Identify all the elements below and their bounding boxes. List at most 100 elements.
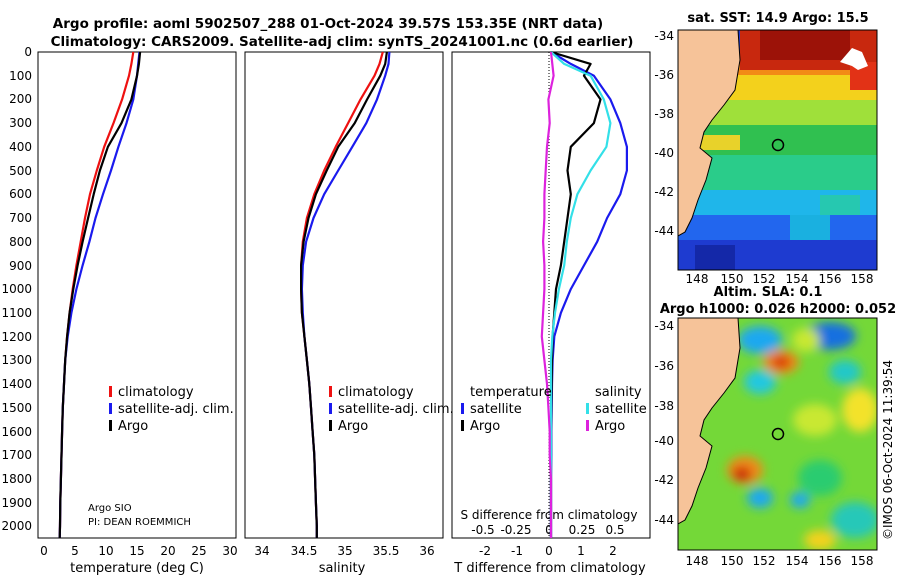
sla-lon-tick: 152 (753, 554, 776, 568)
sst-lon-tick: 154 (786, 272, 809, 286)
sst-lat-tick: -42 (654, 185, 674, 199)
legend-swatch-sat-s (586, 403, 589, 414)
temperature-panel-frame (37, 51, 237, 539)
depth-tick: 1100 (1, 306, 32, 320)
sst-lat-tick: -44 (654, 224, 674, 238)
depth-tick: 200 (9, 92, 32, 106)
depth-tick: 0 (24, 45, 32, 59)
depth-tick: 500 (9, 164, 32, 178)
sst-lon-tick: 150 (721, 272, 744, 286)
sst-lat-tick: -38 (654, 107, 674, 121)
title-line-2: Climatology: CARS2009. Satellite-adj cli… (51, 34, 634, 50)
diff-s-tick: 0.25 (569, 523, 596, 537)
legend-satellite-t: satellite (470, 402, 522, 417)
sla-lat-tick: -36 (654, 359, 674, 373)
temp-legend: climatology satellite-adj. clim. Argo (109, 385, 234, 434)
legend-swatch-satellite (109, 403, 112, 414)
legend-climatology: climatology (118, 385, 194, 400)
sla-map-title-2: Argo h1000: 0.026 h2000: 0.052 (660, 302, 896, 317)
imos-watermark: ©IMOS 06-Oct-2024 11:39:54 (881, 360, 895, 540)
legend-satellite: satellite-adj. clim. (338, 402, 454, 417)
sst-lon-tick: 156 (819, 272, 842, 286)
temp-x-tick: 25 (191, 544, 206, 558)
legend-argo-s: Argo (595, 419, 625, 434)
sst-lat-tick: -36 (654, 68, 674, 82)
sla-lat-tick: -44 (654, 513, 674, 527)
sst-map-frame (677, 29, 878, 271)
title-line-1: Argo profile: aoml 5902507_288 01-Oct-20… (53, 16, 603, 32)
diff-x-tick: -1 (511, 544, 523, 558)
diff-sat-s-line (549, 51, 612, 538)
argo-position-marker (771, 138, 785, 152)
diff-s-tick: -0.5 (471, 523, 494, 537)
depth-tick: 1600 (1, 425, 32, 439)
temp-clim-line (58, 51, 135, 539)
temp-argo-line (58, 51, 142, 539)
legend-swatch-satellite (329, 403, 332, 414)
temp-x-tick: 20 (160, 544, 175, 558)
depth-tick: 700 (9, 211, 32, 225)
sal-x-label: salinity (319, 561, 366, 576)
diff-argo-s-line (540, 51, 555, 538)
depth-tick: 1200 (1, 330, 32, 344)
diff-x-tick: 2 (609, 544, 617, 558)
sla-lat-tick: -40 (654, 434, 674, 448)
sla-lat-tick: -34 (654, 319, 674, 333)
sla-lon-tick: 156 (819, 554, 842, 568)
legend-swatch-climatology (109, 386, 112, 397)
diff-x-tick: 1 (577, 544, 585, 558)
temp-x-tick: 10 (98, 544, 113, 558)
sal-x-tick: 36 (419, 544, 434, 558)
depth-tick: 100 (9, 69, 32, 83)
profile-curves (58, 50, 629, 539)
sst-map-title: sat. SST: 14.9 Argo: 15.5 (687, 11, 868, 26)
legend-swatch-argo (329, 420, 332, 431)
sla-lon-tick: 154 (786, 554, 809, 568)
sla-lon-tick: 158 (851, 554, 874, 568)
legend-swatch-sat-t (461, 403, 464, 414)
salinity-panel-frame (244, 51, 444, 539)
depth-tick: 900 (9, 259, 32, 273)
temp-x-tick: 15 (129, 544, 144, 558)
diff-s-tick: 0 (545, 523, 553, 537)
temp-x-tick: 5 (71, 544, 79, 558)
diff-legend: temperature salinity satellite Argo sate… (461, 385, 647, 434)
sal-legend: climatology satellite-adj. clim. Argo (329, 385, 454, 434)
legend-swatch-argo (109, 420, 112, 431)
legend-swatch-climatology (329, 386, 332, 397)
legend-swatch-argo-t (461, 420, 464, 431)
diff-x-label: T difference from climatology (453, 561, 646, 576)
diff-x-tick: -2 (479, 544, 491, 558)
temp-x-tick: 30 (222, 544, 237, 558)
sla-lat-tick: -38 (654, 399, 674, 413)
credit-line-2: PI: DEAN ROEMMICH (88, 517, 191, 528)
depth-axis: 0 100 200 300 400 500 600 700 800 900 10… (1, 45, 32, 533)
legend-argo: Argo (338, 419, 368, 434)
depth-tick: 800 (9, 235, 32, 249)
temp-x-label: temperature (deg C) (70, 561, 204, 576)
sal-x-tick: 34.5 (291, 544, 318, 558)
sal-x-tick: 35.5 (373, 544, 400, 558)
legend-swatch-argo-s (586, 420, 589, 431)
sla-map-frame (677, 317, 878, 551)
sla-map (678, 318, 877, 550)
depth-tick: 300 (9, 116, 32, 130)
sla-lat-tick: -42 (654, 473, 674, 487)
legend-climatology: climatology (338, 385, 414, 400)
sst-lon-tick: 152 (753, 272, 776, 286)
depth-tick: 1500 (1, 401, 32, 415)
legend-temp-header: temperature (470, 385, 552, 400)
depth-tick: 1000 (1, 282, 32, 296)
depth-tick: 600 (9, 187, 32, 201)
sla-map-title-1: Altim. SLA: 0.1 (714, 285, 823, 300)
credit-line-1: Argo SIO (88, 503, 132, 514)
diff-s-label: S difference from climatology (461, 508, 638, 522)
sst-lat-tick: -40 (654, 146, 674, 160)
sst-lon-tick: 148 (686, 272, 709, 286)
sst-lat-tick: -34 (654, 29, 674, 43)
sal-clim-line (300, 51, 384, 538)
legend-argo: Argo (118, 419, 148, 434)
legend-satellite: satellite-adj. clim. (118, 402, 234, 417)
diff-x-tick: 0 (545, 544, 553, 558)
